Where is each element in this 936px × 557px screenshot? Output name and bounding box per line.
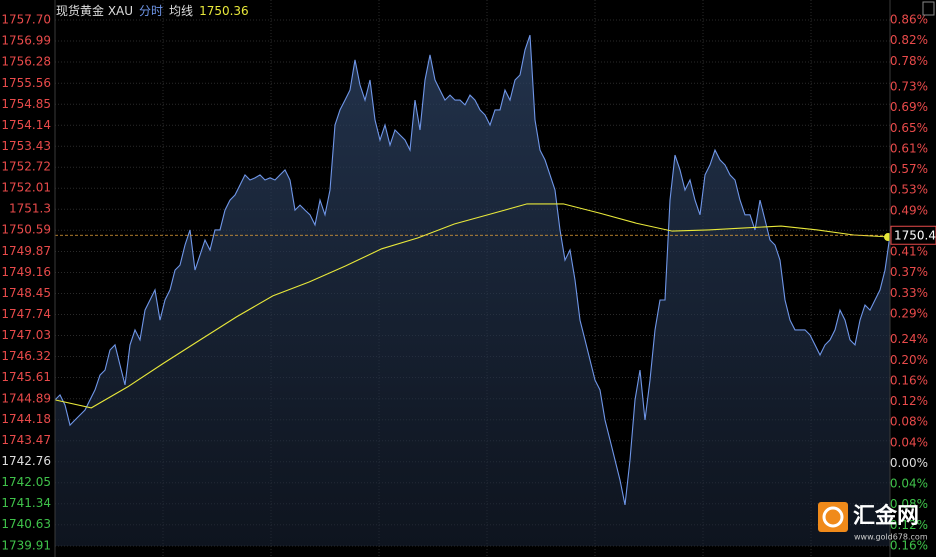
y2-tick-label: 0.33% (890, 286, 928, 300)
y-tick-label: 1754.85 (1, 97, 51, 111)
y2-tick-label: 0.49% (890, 203, 928, 217)
y-tick-label: 1755.56 (1, 76, 51, 90)
chart-title: 现货黄金 XAU (56, 4, 134, 18)
header: 现货黄金 XAU 分时 均线 1750.36 (56, 2, 255, 19)
y2-tick-label: 0.12% (890, 394, 928, 408)
y-tick-label: 1753.43 (1, 139, 51, 153)
line (54, 203, 891, 409)
y2-tick-label: 0.04% (890, 477, 928, 491)
y2-tick-label: 0.24% (890, 332, 928, 346)
legend-entry: 均线 (169, 4, 194, 18)
y2-tick-label: 0.16% (890, 539, 928, 553)
y-tick-label: 1756.99 (1, 33, 51, 47)
y2-tick-label: 0.86% (890, 13, 928, 27)
y-tick-label: 1743.47 (1, 433, 51, 447)
menu-icon[interactable] (922, 1, 935, 16)
y2-tick-label: 0.41% (890, 245, 928, 259)
y2-tick-label: 0.20% (890, 353, 928, 367)
y2-tick-label: 0.61% (890, 141, 928, 155)
logo-icon (818, 502, 848, 532)
y-tick-label: 1748.45 (1, 286, 51, 300)
y-tick-label: 1750.59 (1, 223, 51, 237)
y-tick-label: 1756.28 (1, 54, 51, 68)
y-tick-label: 1741.34 (1, 496, 51, 510)
y2-tick-label: 0.73% (890, 80, 928, 94)
labels: 1757.70 1756.99 1756.28 1755.56 1754.85 1754.… (1, 13, 936, 553)
watermark-title: 汇金网 (853, 503, 919, 529)
logo-mark (822, 506, 844, 528)
y-tick-label: 1739.91 (1, 539, 51, 553)
y-tick-label: 1746.32 (1, 349, 51, 363)
legend-value: 1750.36 (199, 4, 249, 18)
y2-tick-label: 0.00% (890, 456, 928, 470)
plot (54, 34, 892, 546)
y-tick-label: 1754.14 (1, 118, 51, 132)
y-tick-label: 1752.72 (1, 160, 51, 174)
y-tick-label: 1742.05 (1, 475, 51, 489)
y2-tick-label: 0.04% (890, 435, 928, 449)
y-tick-label: 1749.16 (1, 265, 51, 279)
y2-tick-label: 0.16% (890, 373, 928, 387)
y-tick-label: 1747.03 (1, 328, 51, 342)
y2-tick-label: 0.57% (890, 162, 928, 176)
line (54, 34, 891, 506)
y2-tick-label: 0.78% (890, 54, 928, 68)
last-price-label: 1750.42 (894, 229, 936, 243)
y-tick-label: 1744.89 (1, 391, 51, 405)
y2-tick-label: 0.82% (890, 33, 928, 47)
y-tick-label: 1745.61 (1, 370, 51, 384)
y-tick-label: 1744.18 (1, 412, 51, 426)
watermark-url: www.gold678.com (854, 533, 928, 542)
y-tick-label: 1752.01 (1, 181, 51, 195)
y-tick-label: 1751.3 (9, 202, 51, 216)
last-price-box (890, 225, 936, 245)
area (55, 35, 890, 546)
y2-tick-label: 0.65% (890, 121, 928, 135)
y-tick-label: 1749.87 (1, 244, 51, 258)
y2-tick-label: 0.29% (890, 306, 928, 320)
y2-tick-label: 0.08% (890, 415, 928, 429)
y2-tick-label: 0.69% (890, 100, 928, 114)
y-tick-label: 1740.63 (1, 517, 51, 531)
y-tick-label: 1747.74 (1, 307, 51, 321)
y2-tick-label: 0.08% (890, 497, 928, 511)
y-tick-label: 1742.76 (1, 454, 51, 468)
y2-tick-label: 0.12% (890, 518, 928, 532)
legend-entry: 分时 (139, 4, 164, 18)
y2-tick-label: 0.37% (890, 265, 928, 279)
y2-tick-label: 0.53% (890, 183, 928, 197)
y-tick-label: 1757.70 (1, 13, 51, 27)
